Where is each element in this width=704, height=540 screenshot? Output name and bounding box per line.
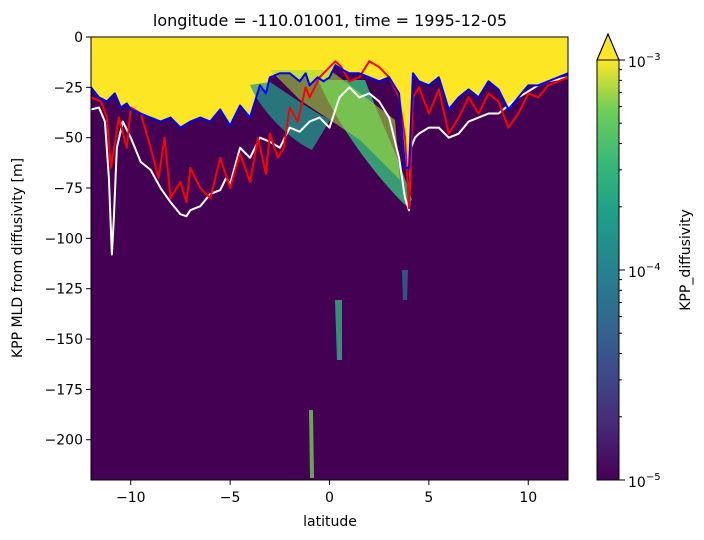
y-tick-label: −125 <box>45 282 83 298</box>
x-tick-label: −10 <box>116 490 146 506</box>
colorbar-minor-ticks <box>619 69 622 418</box>
mld-series-line <box>91 76 568 256</box>
colorbar-tick-label: 10−5 <box>628 472 661 491</box>
y-tick-label: −150 <box>45 332 83 348</box>
y-tick-label: −75 <box>53 181 83 197</box>
y-tick-label: 0 <box>74 30 83 46</box>
diffusivity-patch-core <box>250 82 330 150</box>
x-tick-label: 0 <box>325 490 334 506</box>
x-tick-label: 10 <box>519 490 537 506</box>
colorbar-tick-label: 10−4 <box>628 262 661 281</box>
diffusivity-streak-lower <box>309 410 314 478</box>
diffusivity-streak-mid <box>402 270 408 300</box>
colorbar-tick-label: 10−3 <box>628 52 661 71</box>
y-tick-label: −25 <box>53 80 83 96</box>
colorbar: 10−3 10−4 10−5 KPP_diffusivity <box>596 32 694 491</box>
surface-boundary-layer-region <box>91 37 568 168</box>
y-axis: 0 −25 −50 −75 −100 −125 −150 −175 −200 <box>45 30 91 449</box>
y-tick-label: −100 <box>45 231 83 247</box>
y-axis-label: KPP MLD from diffusivity [m] <box>10 158 26 358</box>
chart-title: longitude = -110.01001, time = 1995-12-0… <box>153 11 507 30</box>
mld-series-line <box>91 64 568 169</box>
colorbar-label: KPP_diffusivity <box>678 209 694 311</box>
y-tick-label: −175 <box>45 382 83 398</box>
plot-area <box>91 37 568 480</box>
x-axis-label: latitude <box>303 514 357 530</box>
x-tick-label: −5 <box>220 490 241 506</box>
y-tick-label: −200 <box>45 433 83 449</box>
x-tick-label: 5 <box>424 490 433 506</box>
colorbar-frame <box>596 32 620 481</box>
mld-lines <box>91 60 568 256</box>
colorbar-gradient <box>597 60 619 480</box>
diffusivity-streak-deep <box>335 300 342 360</box>
x-axis: −10 −5 0 5 10 <box>116 480 537 506</box>
colorbar-extend-arrow <box>596 32 620 61</box>
y-tick-label: −50 <box>53 131 83 147</box>
mld-series-line <box>91 60 568 210</box>
